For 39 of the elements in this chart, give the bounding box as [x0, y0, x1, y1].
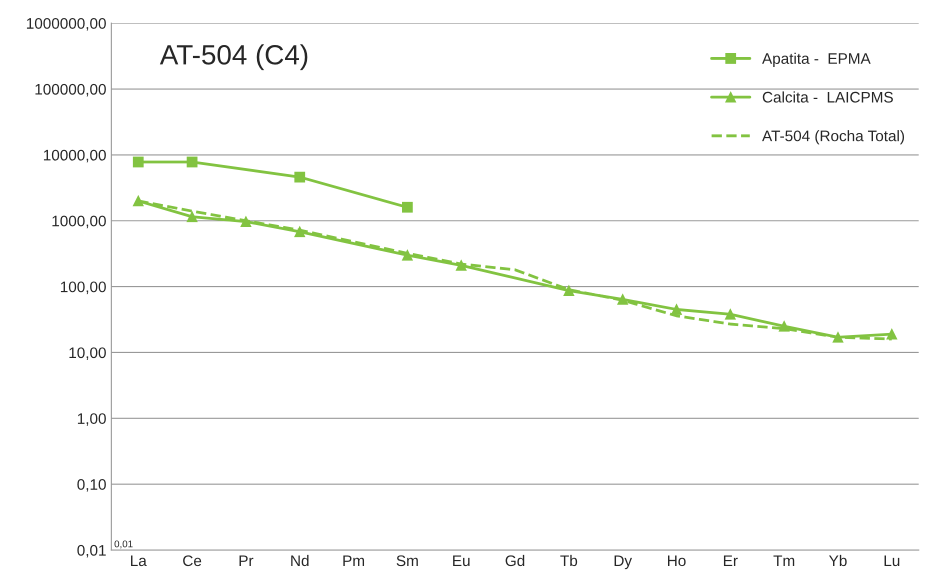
- point: [294, 172, 306, 182]
- point: [724, 308, 736, 320]
- legend-label: Calcita - LAICPMS: [762, 91, 893, 103]
- text: AT-504 (C4): [160, 44, 308, 70]
- point: [186, 211, 198, 222]
- y-tick-label: 1000,00: [52, 216, 106, 228]
- x-tick-label: Tm: [773, 555, 794, 566]
- legend-label: AT-504 (Rocha Total): [762, 130, 904, 144]
- annotation: 0,01: [114, 540, 133, 549]
- x-tick-label: Lu: [884, 555, 900, 566]
- point: [617, 294, 628, 305]
- point: [402, 202, 413, 213]
- x-tick-label: Tb: [560, 554, 578, 566]
- x-tick-label: Ce: [183, 555, 202, 566]
- point: [886, 328, 898, 340]
- x-tick-label: Dy: [614, 555, 632, 570]
- x-tick-label: Gd: [506, 554, 524, 566]
- x-tick-label: Er: [724, 555, 738, 566]
- x-tick-label: Eu: [453, 555, 470, 566]
- x-tick-label: Ho: [668, 555, 686, 566]
- y-tick-label: 0,01: [77, 544, 106, 558]
- point: [132, 156, 144, 168]
- x-tick-label: Sm: [396, 555, 418, 566]
- x-tick-label: Nd: [291, 554, 309, 566]
- y-tick-label: 100,00: [60, 281, 106, 294]
- x-tick-label: Pr: [240, 555, 254, 566]
- y-tick-label: 10000,00: [44, 150, 106, 162]
- x-tick-label: Pm: [343, 555, 364, 566]
- y-tick-label: 1000000,00: [26, 18, 106, 31]
- y-tick-label: 0,10: [77, 479, 106, 492]
- point: [563, 285, 574, 296]
- y-tick-label: 100000,00: [35, 84, 106, 97]
- legend-label: Apatita - EPMA: [762, 52, 871, 67]
- point: [671, 304, 682, 315]
- y-tick-label: 1,00: [78, 413, 106, 426]
- point: [186, 156, 198, 168]
- x-tick-label: Yb: [828, 554, 847, 566]
- x-tick-label: La: [131, 555, 147, 566]
- y-tick-label: 10,00: [69, 347, 106, 360]
